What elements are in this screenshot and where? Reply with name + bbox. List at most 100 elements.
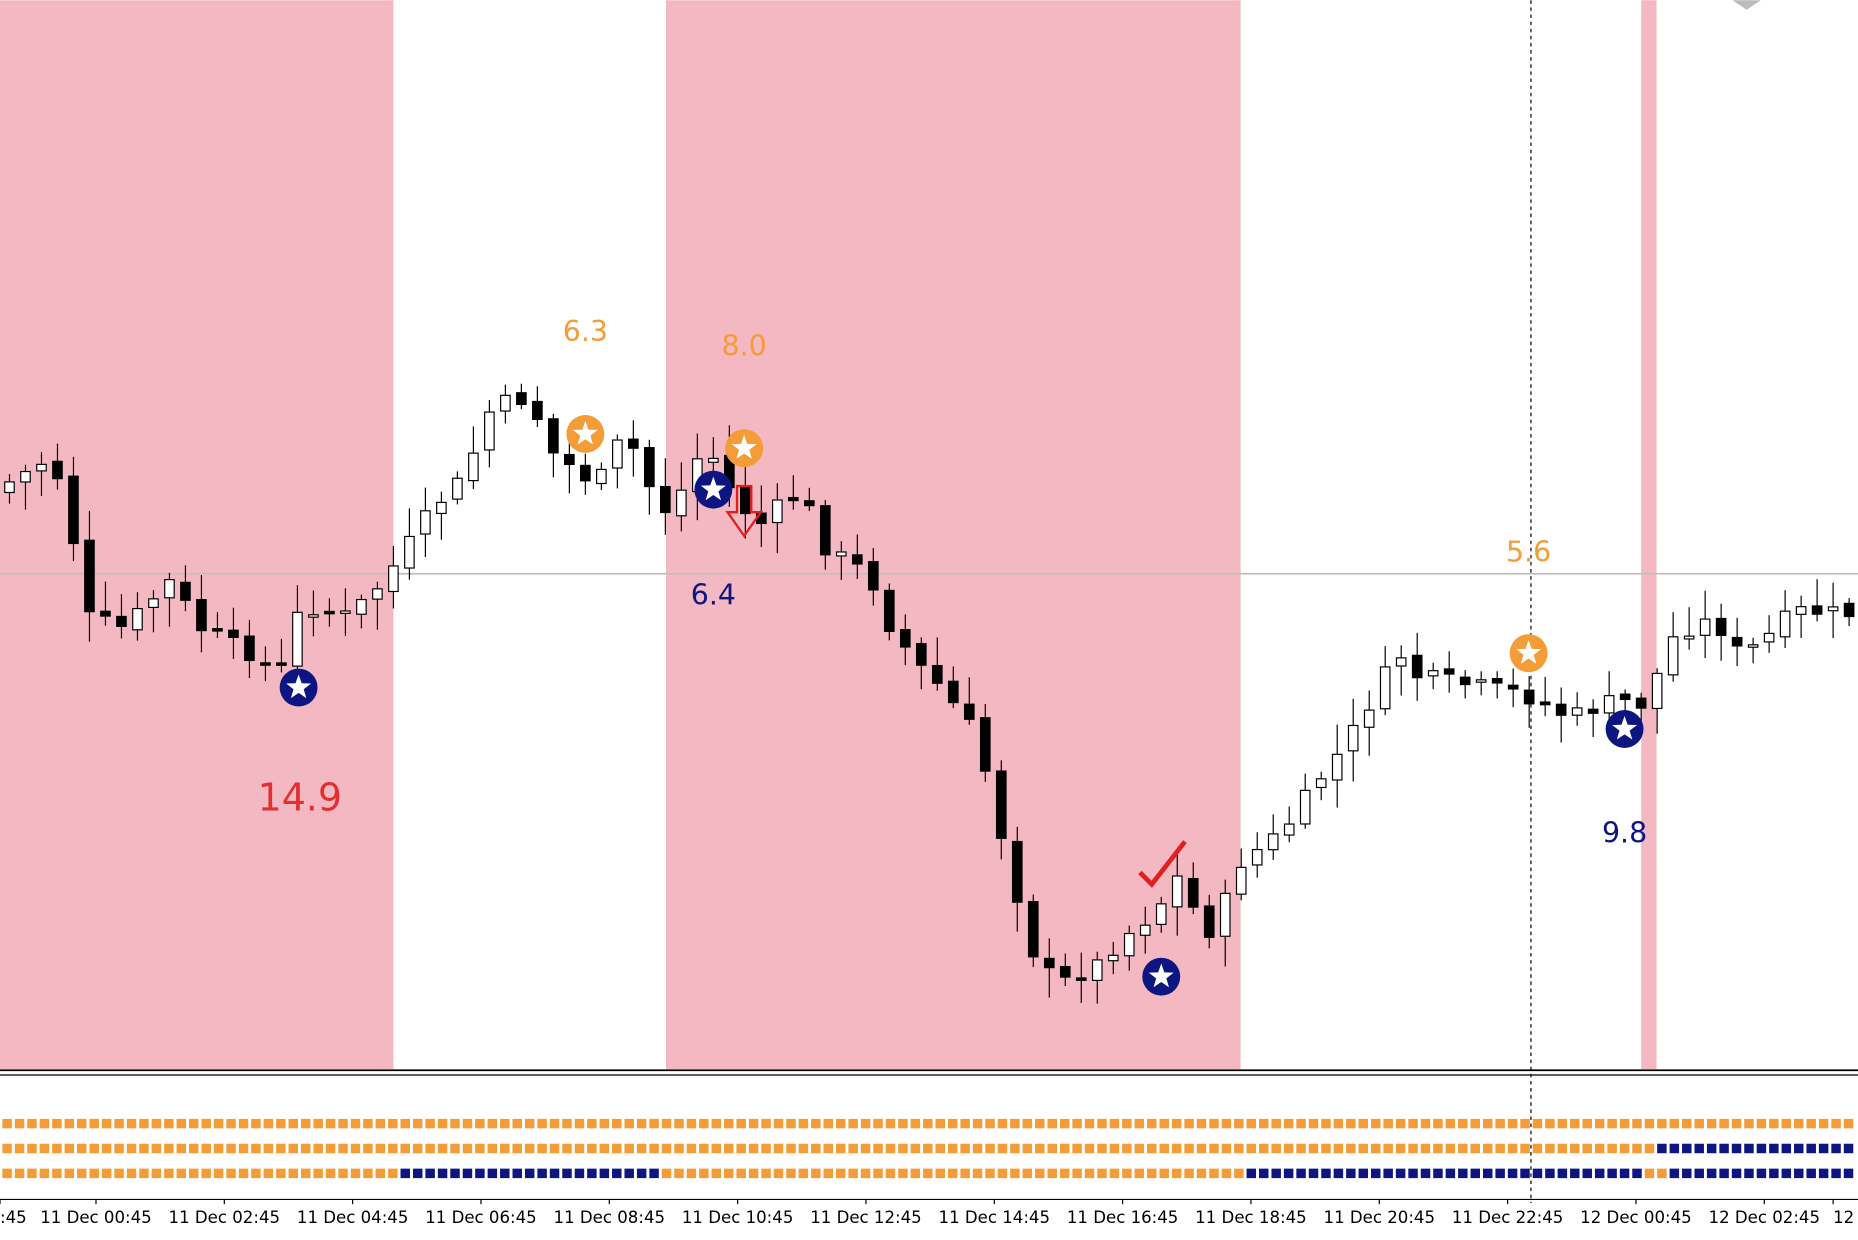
indicator-cell [1370, 1143, 1381, 1154]
indicator-cell [1022, 1168, 1033, 1179]
indicator-cell [1134, 1168, 1145, 1179]
indicator-cell [1259, 1118, 1269, 1129]
indicator-cell [997, 1168, 1008, 1179]
indicator-cell [1831, 1143, 1841, 1154]
indicator-cell [537, 1143, 547, 1154]
candle-body [1635, 697, 1647, 709]
indicator-cell [475, 1118, 485, 1129]
indicator-cell [1196, 1118, 1207, 1129]
indicator-cell [500, 1118, 510, 1129]
candle-body [372, 588, 383, 600]
indicator-cell [811, 1143, 821, 1154]
indicator-cell [935, 1118, 945, 1129]
indicator-cell [325, 1118, 336, 1129]
indicator-cell [985, 1168, 995, 1179]
indicator-cell [1159, 1143, 1169, 1154]
candle-body [84, 539, 95, 613]
indicator-cell [412, 1168, 423, 1179]
indicator-cell [1756, 1143, 1767, 1154]
indicator-cell [1657, 1143, 1667, 1154]
time-label: 11 Dec 00:45 [40, 1208, 152, 1227]
indicator-cell [1333, 1143, 1344, 1154]
indicator-cell [587, 1168, 597, 1179]
indicator-cell [1122, 1118, 1132, 1129]
indicator-cell [114, 1118, 124, 1129]
indicator-cell [412, 1143, 423, 1154]
indicator-cell [761, 1168, 771, 1179]
candle-body [1443, 668, 1455, 675]
indicator-cell [300, 1118, 311, 1129]
indicator-cell [263, 1168, 274, 1179]
indicator-cell [164, 1168, 174, 1179]
candle-body [708, 457, 719, 463]
indicator-cell [1221, 1143, 1232, 1154]
indicator-cell [500, 1143, 510, 1154]
indicator-cell [599, 1168, 610, 1179]
candle-body [468, 452, 479, 482]
indicator-cell [724, 1168, 734, 1179]
indicator-cell [686, 1143, 697, 1154]
candle-body [1603, 695, 1615, 714]
indicator-cell [773, 1168, 784, 1179]
indicator-cell [1781, 1143, 1792, 1154]
indicator-cell [985, 1118, 995, 1129]
indicator-cell [1682, 1118, 1692, 1129]
candle-body [676, 489, 687, 517]
indicator-cell [1296, 1118, 1306, 1129]
indicator-cell [251, 1118, 261, 1129]
indicator-cell [201, 1168, 211, 1179]
indicator-cell [400, 1168, 410, 1179]
candle-body [1779, 610, 1791, 638]
indicator-cell [873, 1118, 883, 1129]
indicator-cell [1706, 1118, 1717, 1129]
indicator-cell [1781, 1168, 1792, 1179]
indicator-cell [1632, 1118, 1642, 1129]
indicator-cell [1283, 1168, 1294, 1179]
indicator-cell [276, 1168, 286, 1179]
indicator-cell [798, 1118, 809, 1129]
candle-body [1459, 676, 1471, 686]
indicator-cell [835, 1168, 846, 1179]
indicator-cell [1458, 1143, 1468, 1154]
indicator-cell [101, 1143, 112, 1154]
indicator-cell [425, 1118, 435, 1129]
indicator-cell [1644, 1168, 1655, 1179]
indicator-cell [450, 1118, 460, 1129]
candle-body [1619, 693, 1631, 701]
indicator-cell [574, 1118, 585, 1129]
indicator-cell [1706, 1168, 1717, 1179]
indicator-cell [14, 1143, 25, 1154]
indicator-cell [835, 1118, 846, 1129]
candle-body [68, 475, 79, 545]
candle-body [1267, 833, 1279, 851]
indicator-cell [450, 1143, 460, 1154]
indicator-cell [537, 1118, 547, 1129]
indicator-cell [562, 1168, 572, 1179]
candle-body [484, 411, 495, 451]
indicator-cell [860, 1118, 871, 1129]
indicator-cell [972, 1168, 983, 1179]
check-mark [1138, 840, 1187, 888]
indicator-cell [1047, 1118, 1057, 1129]
indicator-cell [1370, 1168, 1381, 1179]
indicator-cell [661, 1168, 672, 1179]
indicator-cell [699, 1118, 709, 1129]
indicator-cell [164, 1118, 174, 1129]
indicator-cell [14, 1168, 25, 1179]
indicator-cell [1545, 1168, 1555, 1179]
indicator-cell [126, 1168, 137, 1179]
indicator-cell [761, 1143, 771, 1154]
candle-body [1523, 689, 1535, 705]
session-band [0, 0, 394, 1070]
indicator-cell [1408, 1118, 1418, 1129]
indicator-cell [1358, 1168, 1369, 1179]
indicator-cell [201, 1143, 211, 1154]
indicator-cell [1532, 1168, 1543, 1179]
candle-body [660, 485, 671, 514]
indicator-cell [1570, 1143, 1580, 1154]
indicator-cell [835, 1143, 846, 1154]
indicator-cell [1408, 1143, 1418, 1154]
indicator-cell [1557, 1118, 1568, 1129]
candle-body [196, 598, 207, 632]
candle-body [628, 438, 639, 449]
